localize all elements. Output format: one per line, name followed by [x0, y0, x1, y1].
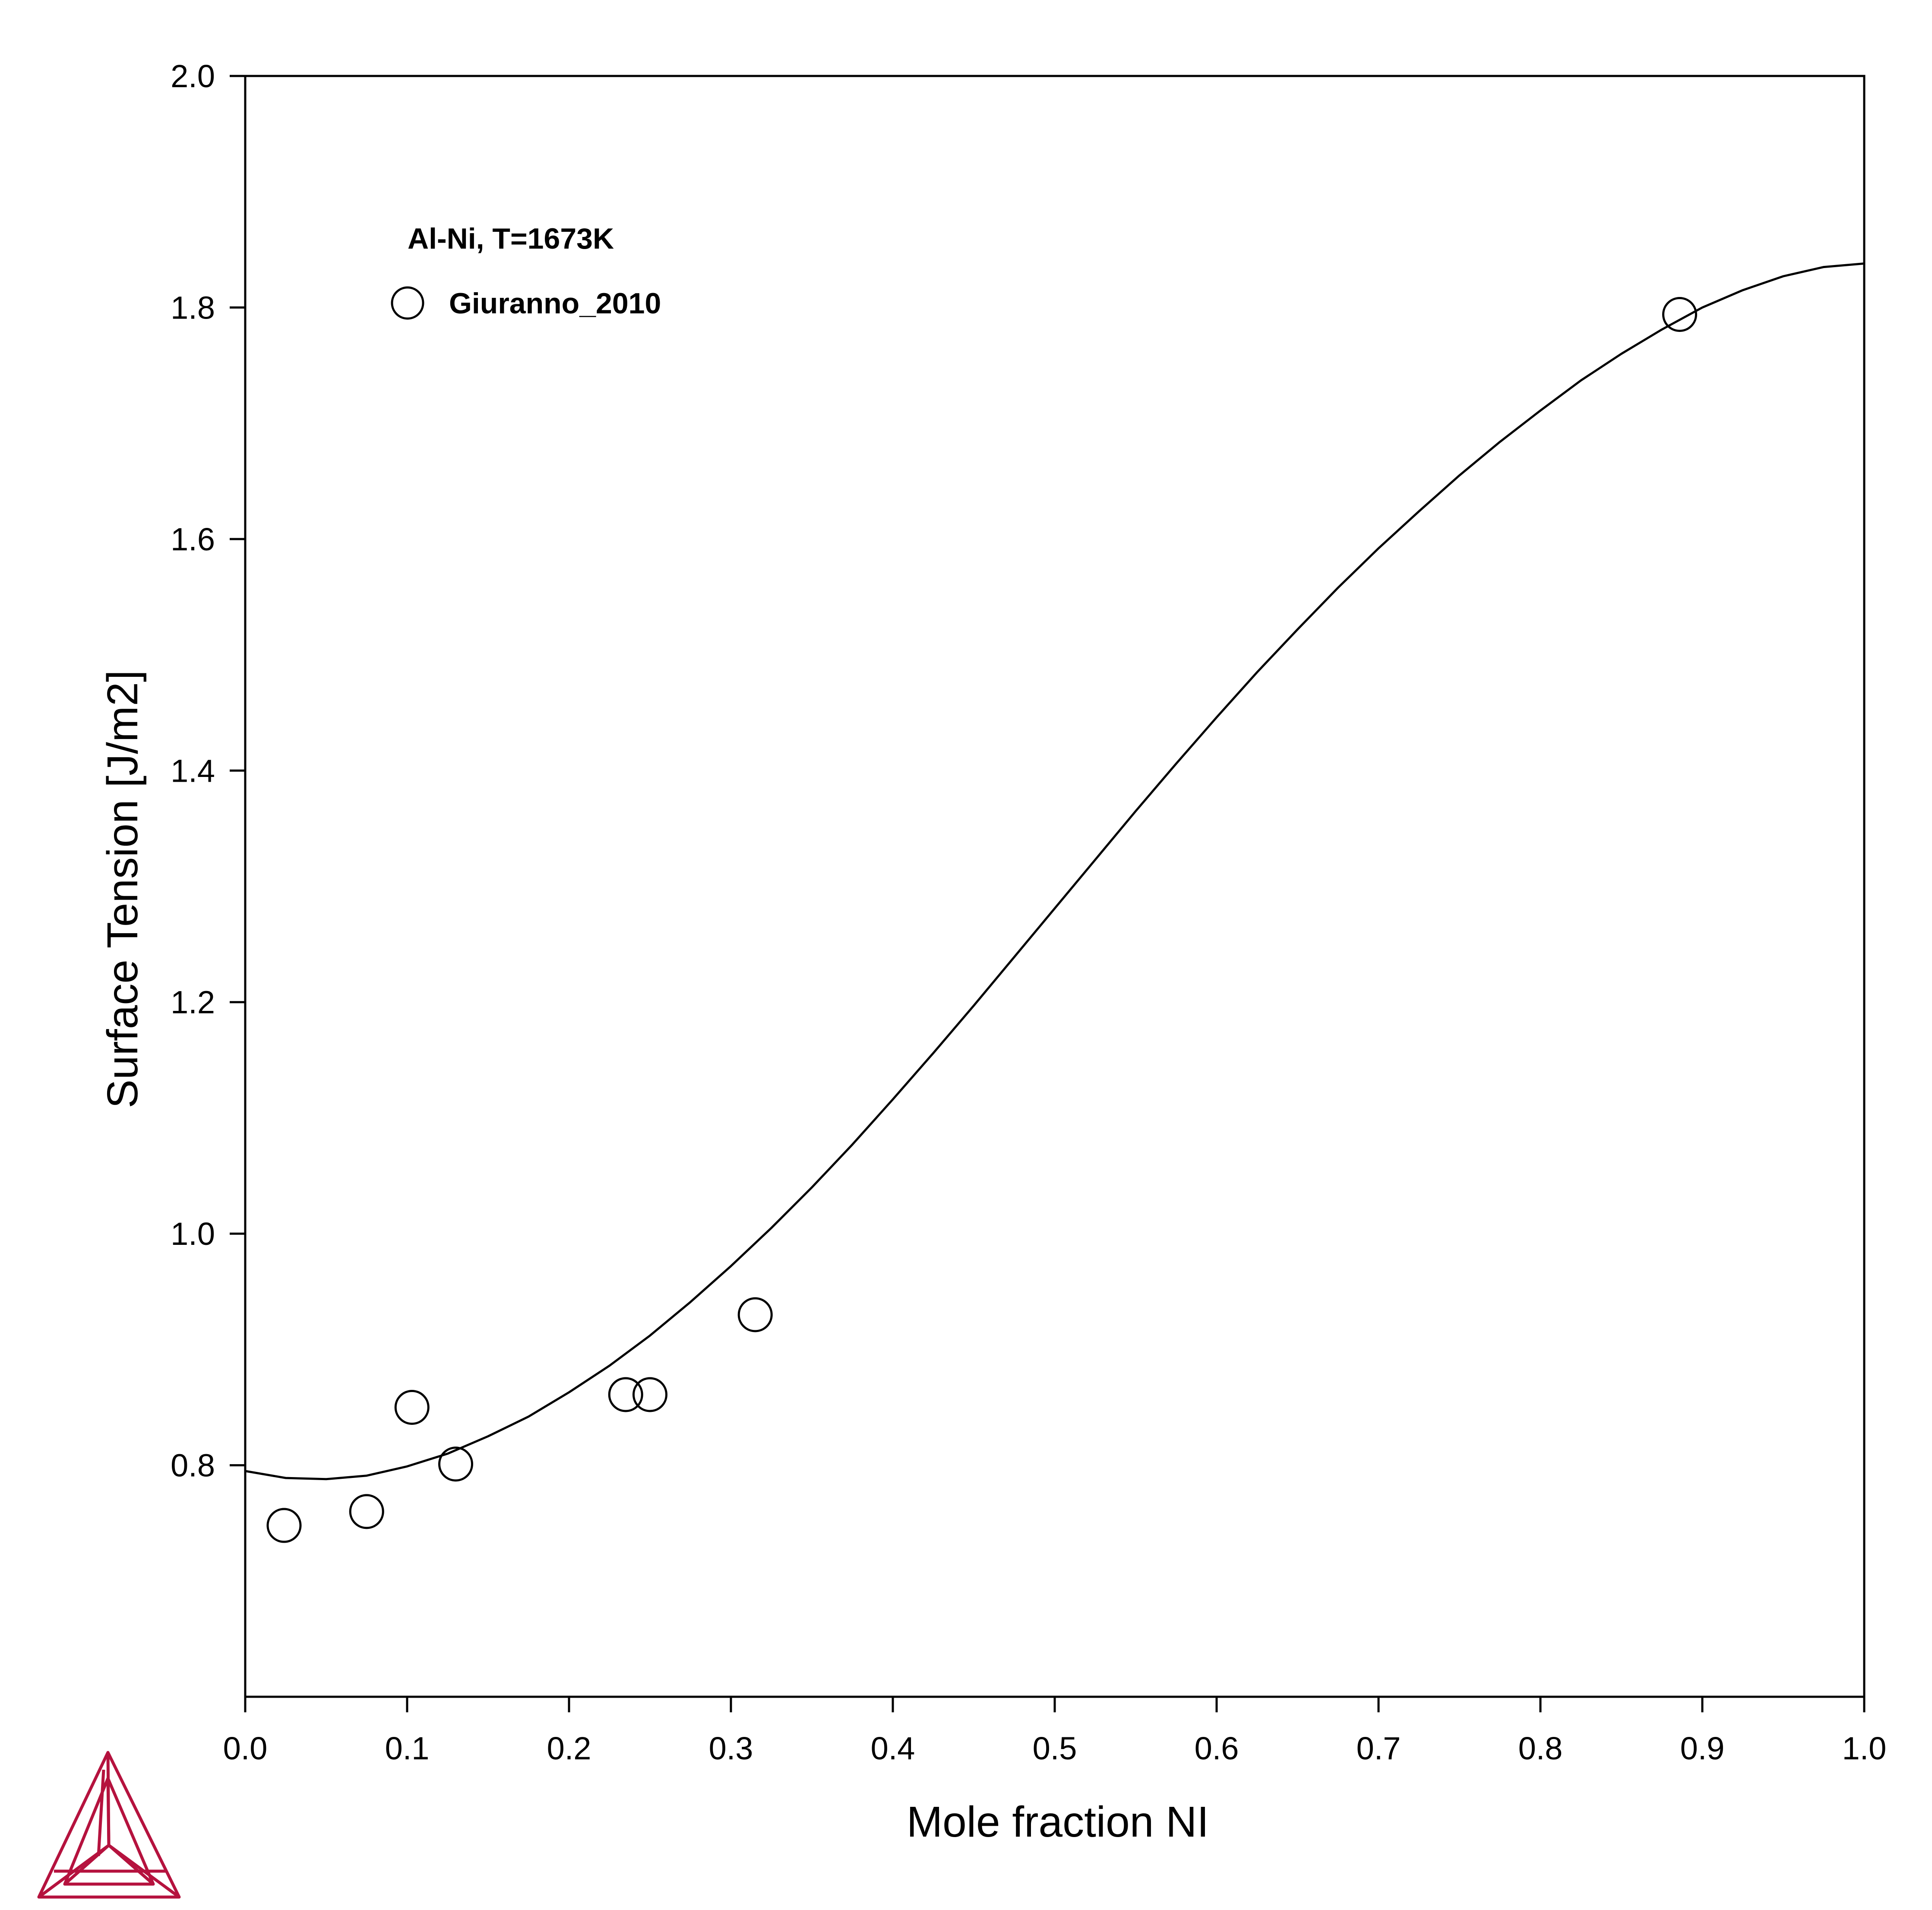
x-tick-label: 0.5 — [1033, 1730, 1077, 1766]
data-point — [632, 1377, 667, 1412]
data-point — [438, 1446, 473, 1482]
y-tick-label: 1.6 — [171, 521, 215, 557]
y-tick-label: 1.8 — [171, 290, 215, 325]
data-point — [1662, 297, 1697, 332]
x-tick-label: 0.1 — [385, 1730, 430, 1766]
y-tick-label: 1.4 — [171, 753, 215, 789]
data-point — [737, 1297, 773, 1332]
y-tick-label: 2.0 — [171, 58, 215, 94]
legend-marker — [391, 286, 424, 320]
x-tick-label: 1.0 — [1842, 1730, 1887, 1766]
y-tick-label: 1.2 — [171, 985, 215, 1020]
data-point — [608, 1377, 643, 1412]
y-tick-label: 0.8 — [171, 1448, 215, 1484]
x-tick-label: 0.4 — [871, 1730, 915, 1766]
data-point — [394, 1389, 430, 1425]
x-tick-label: 0.8 — [1518, 1730, 1563, 1766]
calculated-curve — [245, 262, 1865, 1481]
legend-label: Giuranno_2010 — [449, 287, 661, 320]
x-tick-label: 0.7 — [1357, 1730, 1401, 1766]
x-axis-title: Mole fraction NI — [907, 1798, 1209, 1846]
x-tick-label: 0.9 — [1680, 1730, 1725, 1766]
thermo-calc-logo — [37, 1751, 181, 1899]
x-tick-label: 0.0 — [223, 1730, 268, 1766]
ticks: 0.0 0.1 0.2 0.3 0.4 0.5 0.6 0.7 0.8 0.9 1.0 0.8 1.0 1… — [171, 58, 1886, 1766]
x-tick-label: 0.6 — [1195, 1730, 1239, 1766]
plot-annotation: Al-Ni, T=1673K — [408, 222, 614, 255]
x-tick-label: 0.3 — [709, 1730, 753, 1766]
data-points — [266, 297, 1697, 1543]
y-tick-label: 1.0 — [171, 1216, 215, 1252]
x-tick-label: 0.2 — [547, 1730, 591, 1766]
y-axis-title: Surface Tension [J/m2] — [98, 670, 147, 1108]
data-point — [266, 1508, 302, 1543]
series-line — [245, 262, 1865, 1481]
data-point — [349, 1494, 384, 1529]
